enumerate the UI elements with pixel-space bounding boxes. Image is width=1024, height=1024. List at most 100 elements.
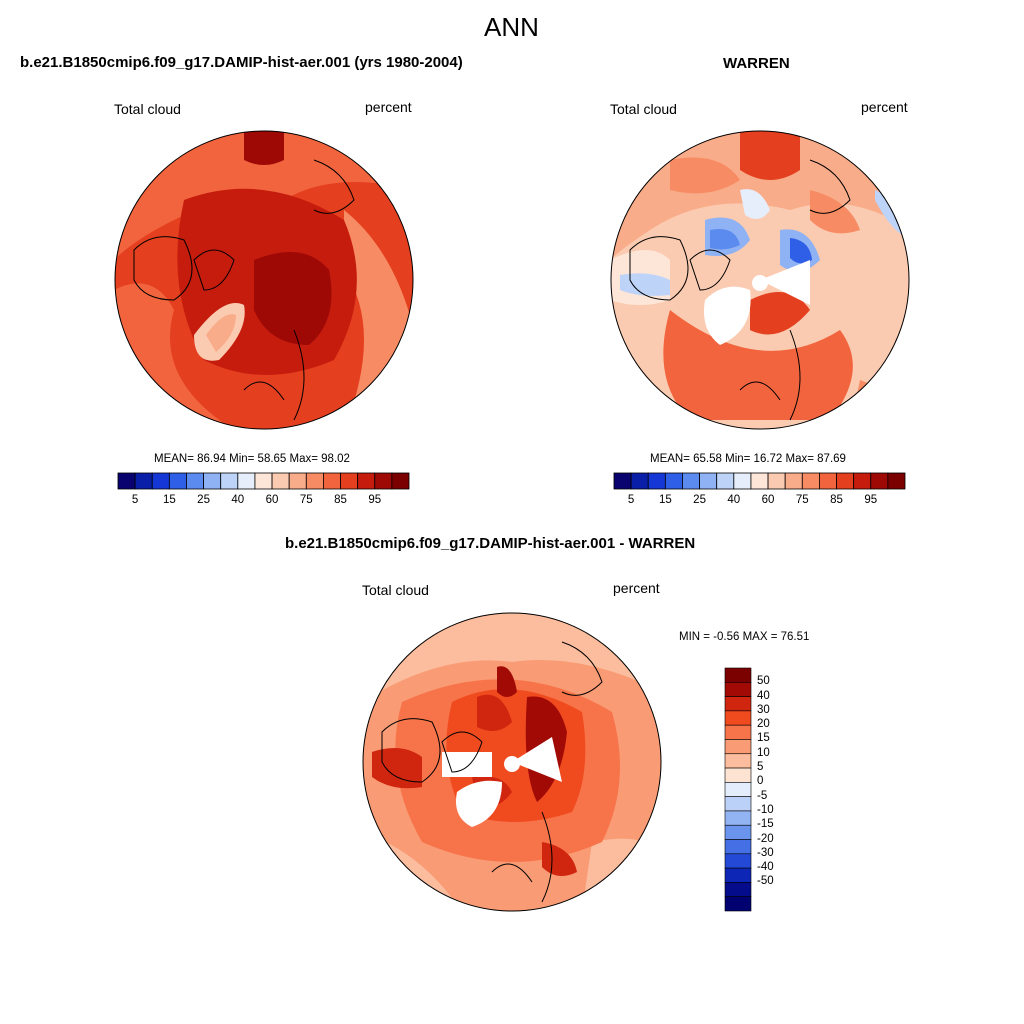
colorbar-tick-label: 95 — [368, 494, 382, 506]
diff-colorbar — [724, 667, 752, 912]
colorbar-tick-label: 10 — [757, 746, 770, 759]
colorbar-box — [724, 853, 752, 869]
colorbar-tick-label: -30 — [757, 846, 774, 859]
colorbar-box — [203, 472, 222, 490]
right-colorbar — [613, 472, 906, 490]
colorbar-tick-label: 75 — [795, 494, 809, 506]
colorbar-box — [323, 472, 341, 490]
colorbar-tick-label: 40 — [727, 494, 741, 506]
colorbar-box — [819, 472, 837, 490]
colorbar-box — [724, 696, 752, 712]
colorbar-tick-label: 15 — [757, 732, 770, 745]
colorbar-tick-label: 95 — [864, 494, 878, 506]
figure-title: ANN — [484, 12, 539, 42]
colorbar-box — [724, 824, 752, 840]
colorbar-tick-label: 20 — [757, 718, 770, 731]
colorbar-tick-label: -40 — [757, 861, 774, 874]
colorbar-box — [733, 472, 752, 490]
colorbar-box — [724, 681, 752, 697]
left-units-label: percent — [365, 99, 412, 115]
colorbar-box — [134, 472, 153, 490]
colorbar-box — [340, 472, 359, 490]
diff-stats: MIN = -0.56 MAX = 76.51 — [679, 631, 810, 643]
colorbar-box — [699, 472, 718, 490]
colorbar-tick-label: 5 — [131, 494, 139, 506]
diff-units-label: percent — [613, 580, 660, 596]
colorbar-box — [724, 810, 752, 826]
colorbar-box — [724, 753, 752, 769]
left-variable-label: Total cloud — [114, 101, 181, 117]
colorbar-tick-label: 60 — [265, 494, 279, 506]
colorbar-tick-label: 15 — [162, 494, 176, 506]
colorbar-tick-label: 0 — [757, 775, 764, 788]
colorbar-box — [784, 472, 803, 490]
right-polar-map — [610, 130, 910, 430]
colorbar-tick-label: 25 — [197, 494, 210, 506]
left-panel-title: b.e21.B1850cmip6.f09_g17.DAMIP-hist-aer.… — [20, 54, 463, 71]
colorbar-box — [682, 472, 700, 490]
colorbar-box — [767, 472, 786, 490]
colorbar-box — [647, 472, 666, 490]
colorbar-box — [288, 472, 307, 490]
colorbar-box — [724, 896, 752, 912]
colorbar-tick-label: 25 — [693, 494, 706, 506]
right-colorbar-ticks: 5 15 25 40 60 75 85 95 — [614, 494, 905, 508]
colorbar-box — [724, 724, 752, 740]
colorbar-tick-label: 85 — [830, 494, 843, 506]
colorbar-box — [750, 472, 769, 490]
colorbar-tick-label: 15 — [658, 494, 672, 506]
colorbar-box — [724, 796, 752, 812]
colorbar-box — [357, 472, 376, 490]
colorbar-box — [220, 472, 239, 490]
colorbar-box — [254, 472, 273, 490]
left-stats: MEAN= 86.94 Min= 58.65 Max= 98.02 — [154, 453, 350, 465]
colorbar-box — [724, 782, 752, 797]
colorbar-box — [151, 472, 170, 490]
right-units-label: percent — [861, 99, 908, 115]
right-panel-title: WARREN — [723, 55, 790, 72]
colorbar-tick-label: 50 — [757, 675, 770, 688]
colorbar-box — [613, 472, 632, 490]
diff-polar-map — [362, 612, 662, 912]
diff-variable-label: Total cloud — [362, 582, 429, 598]
colorbar-box — [374, 472, 393, 490]
colorbar-box — [724, 739, 752, 755]
colorbar-box — [887, 472, 906, 490]
colorbar-box — [870, 472, 889, 490]
colorbar-box — [724, 882, 752, 898]
colorbar-box — [117, 472, 136, 490]
colorbar-box — [853, 472, 872, 490]
colorbar-tick-label: -20 — [757, 832, 774, 845]
colorbar-box — [186, 472, 204, 490]
colorbar-tick-label: 60 — [761, 494, 775, 506]
colorbar-tick-label: -15 — [757, 818, 774, 831]
colorbar-box — [271, 472, 290, 490]
colorbar-tick-label: -10 — [757, 803, 774, 816]
colorbar-box — [716, 472, 735, 490]
diff-colorbar-ticks: 50 40 30 20 15 10 5 0 -5 -10 -15 -20 -30 -40 -50 — [757, 668, 797, 911]
colorbar-tick-label: 5 — [627, 494, 635, 506]
left-colorbar-ticks: 5 15 25 40 60 75 85 95 — [118, 494, 409, 508]
colorbar-box — [305, 472, 324, 490]
colorbar-box — [724, 767, 752, 783]
colorbar-box — [724, 839, 752, 855]
colorbar-box — [724, 710, 752, 726]
right-variable-label: Total cloud — [610, 101, 677, 117]
colorbar-box — [724, 867, 752, 883]
colorbar-box — [724, 667, 752, 683]
colorbar-tick-label: 5 — [757, 761, 764, 774]
colorbar-tick-label: -5 — [757, 789, 768, 802]
colorbar-box — [801, 472, 820, 490]
colorbar-tick-label: -50 — [757, 875, 774, 888]
colorbar-box — [237, 472, 256, 490]
left-colorbar — [117, 472, 410, 490]
colorbar-tick-label: 40 — [231, 494, 245, 506]
left-polar-map — [114, 130, 414, 430]
colorbar-tick-label: 40 — [757, 689, 770, 702]
colorbar-box — [836, 472, 855, 490]
colorbar-tick-label: 75 — [299, 494, 313, 506]
colorbar-box — [391, 472, 410, 490]
colorbar-box — [664, 472, 683, 490]
colorbar-tick-label: 85 — [334, 494, 347, 506]
right-stats: MEAN= 65.58 Min= 16.72 Max= 87.69 — [650, 453, 846, 465]
